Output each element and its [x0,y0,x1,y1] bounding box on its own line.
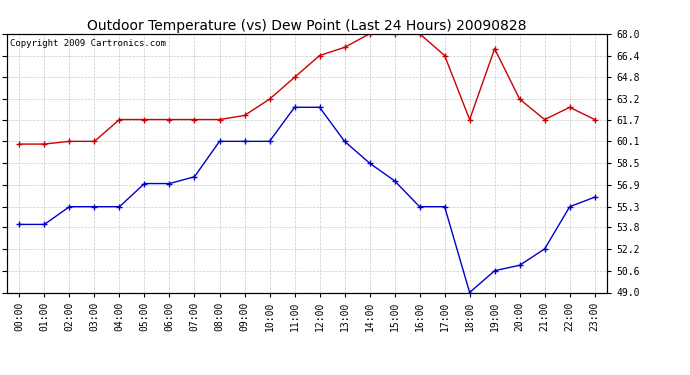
Text: Copyright 2009 Cartronics.com: Copyright 2009 Cartronics.com [10,39,166,48]
Title: Outdoor Temperature (vs) Dew Point (Last 24 Hours) 20090828: Outdoor Temperature (vs) Dew Point (Last… [88,19,526,33]
